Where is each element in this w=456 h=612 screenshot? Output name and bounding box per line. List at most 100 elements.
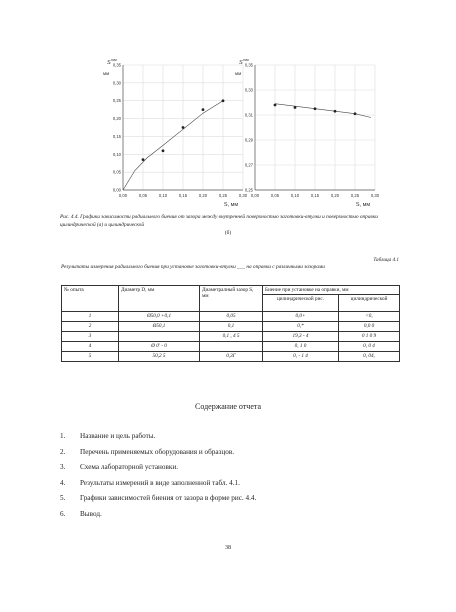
cell: 0,0 0 (338, 321, 400, 332)
report-list: 1. Название и цель работы. 2. Перечень при… (60, 432, 256, 525)
list-item-number: 4. (60, 478, 66, 487)
list-item: 1. Название и цель работы. (60, 432, 256, 448)
y-tick-label: 0,10 (113, 152, 122, 157)
list-item-number: 5. (60, 494, 66, 502)
list-item-text: Название и цель работы. (80, 432, 156, 440)
cell: 0,1 , 4 5 (199, 331, 263, 342)
y-tick-label: 0,27 (245, 163, 254, 168)
list-item-text: Результаты измерений в виде заполненной … (80, 478, 240, 487)
list-item: 4. Результаты измерений в виде заполненно… (60, 479, 256, 495)
data-point (353, 112, 357, 116)
col-header-gap: Диаметрал­ный зазор S, мм (199, 285, 263, 312)
cell: 0, - 1 4 (261, 351, 340, 362)
col-header-runout-b: цилиндрической (338, 294, 400, 312)
x-tick-label: 0,25 (351, 193, 360, 198)
col-header-experiment: № опыта (61, 285, 119, 312)
x-tick-label: 0,10 (159, 193, 168, 198)
x-tick-label: 0,25 (219, 193, 228, 198)
trend-curve (274, 103, 372, 118)
x-tick-label: 0,05 (139, 193, 148, 198)
table-row: 2 Ø50,1 0,1 0,* 0,0 0 (61, 321, 400, 332)
x-tick-label: 0,20 (199, 193, 208, 198)
cell: 0,0+ (261, 311, 340, 322)
y-tick-label: 0,35 (245, 63, 254, 68)
cell: 4 (61, 341, 119, 352)
figure-caption-text: Рис. 4.4. Графики зависимости радиальног… (60, 214, 378, 228)
cell: Ø50,0 +0,1 (118, 311, 200, 322)
report-title: Содержание отчета (194, 402, 262, 411)
x-tick-label: 0,15 (311, 193, 320, 198)
y-axis-label: S (107, 60, 111, 66)
cell: Ø50,1 (118, 321, 200, 332)
chart-left: 0,00 0,05 0,10 0,15 0,20 0,25 0,30 0,00 0,05 0,10… (103, 58, 248, 208)
cell: <0, (338, 311, 400, 322)
cell: 19,3 - 4 (261, 331, 340, 342)
list-item-number: 3. (60, 463, 66, 471)
list-item-number: 6. (60, 509, 66, 518)
table-row: 1 Ø50,0 +0,1 0,05 0,0+ <0, (61, 311, 400, 322)
list-item: 2. Перечень применяемых оборудования и об… (60, 448, 256, 464)
data-point (181, 126, 185, 129)
cell: 0 1 0 9 (338, 331, 400, 342)
cell: 0, 1 0 (261, 341, 340, 352)
trend-curve (122, 100, 224, 191)
figure-caption-sub: (б) (224, 230, 232, 236)
y-tick-label: 0,35 (113, 63, 122, 68)
data-point (221, 99, 225, 103)
y-axis-label-sup: max (111, 58, 117, 62)
x-tick-label: 0,00 (119, 193, 128, 198)
y-axis-label-sup: max (243, 58, 249, 62)
list-item-text: Графики зависимостей биения от зазора в … (80, 494, 257, 502)
y-tick-label: 0,00 (113, 188, 122, 193)
y-tick-label: 0,29 (245, 138, 254, 143)
table-row: 5 50,2 5 0,3Г 0, - 1 4 0, 04, (61, 351, 400, 362)
list-item-number: 1. (60, 432, 66, 440)
y-tick-label: 0,30 (113, 80, 122, 85)
cell: 2 (61, 321, 119, 332)
cell: 1 (61, 311, 119, 322)
data-point (201, 108, 205, 112)
table-title: Результаты измерения радиального биения … (61, 264, 325, 270)
chart-right: 0,00 0,05 0,10 0,15 0,20 0,25 0,300,250,270,29… (235, 58, 380, 208)
x-tick-label: 0,20 (331, 193, 340, 198)
table-header-row: № опыта Диаметр D, мм Диаметрал­ный зазо… (61, 285, 400, 312)
data-point (273, 103, 277, 107)
list-item: 3. Схема лабораторной установки. (60, 463, 256, 479)
col-header-runout-a: цилиндрической рис. (261, 294, 340, 312)
x-axis-label: S, мм (224, 202, 239, 208)
cell (199, 341, 263, 352)
cell: 0,1 (199, 321, 263, 332)
data-point (161, 149, 165, 153)
cell: 3 (61, 331, 119, 342)
data-point (293, 106, 297, 109)
cell: Ø 0' - 0 (118, 341, 200, 352)
y-tick-label: 0,33 (245, 88, 254, 93)
list-item-number: 2. (60, 447, 66, 456)
list-item: 6. Вывод. (60, 510, 256, 526)
y-tick-label: 0,25 (113, 98, 122, 103)
x-tick-label: 0,15 (179, 193, 188, 198)
x-tick-label: 0,10 (291, 193, 300, 198)
col-header-runout: Биение при установке на оправки, мм (262, 285, 400, 295)
cell: 0, 04, (338, 351, 400, 362)
cell: 0,05 (199, 311, 263, 322)
table-number: Таблица 4.1 (373, 257, 399, 263)
figure-caption: Рис. 4.4. Графики зависимости радиальног… (60, 213, 396, 237)
data-point (313, 107, 317, 111)
data-point (141, 158, 145, 162)
data-point (333, 109, 337, 113)
list-item-text: Перечень применяемых оборудования и обра… (80, 447, 235, 456)
y-axis-label: S (239, 60, 243, 66)
cell: 5 (61, 351, 119, 362)
y-tick-label: 0,05 (113, 170, 122, 175)
x-tick-label: 0,30 (371, 193, 380, 198)
cell: 50,2 5 (118, 351, 200, 362)
y-tick-label: 0,25 (245, 188, 254, 193)
col-header-diameter: Диаметр D, мм (118, 285, 200, 312)
list-item: 5. Графики зависимостей биения от зазора … (60, 494, 256, 510)
x-axis-label: S, мм (356, 202, 371, 208)
y-tick-label: 0,15 (113, 134, 122, 139)
y-tick-label: 0,20 (113, 116, 122, 121)
